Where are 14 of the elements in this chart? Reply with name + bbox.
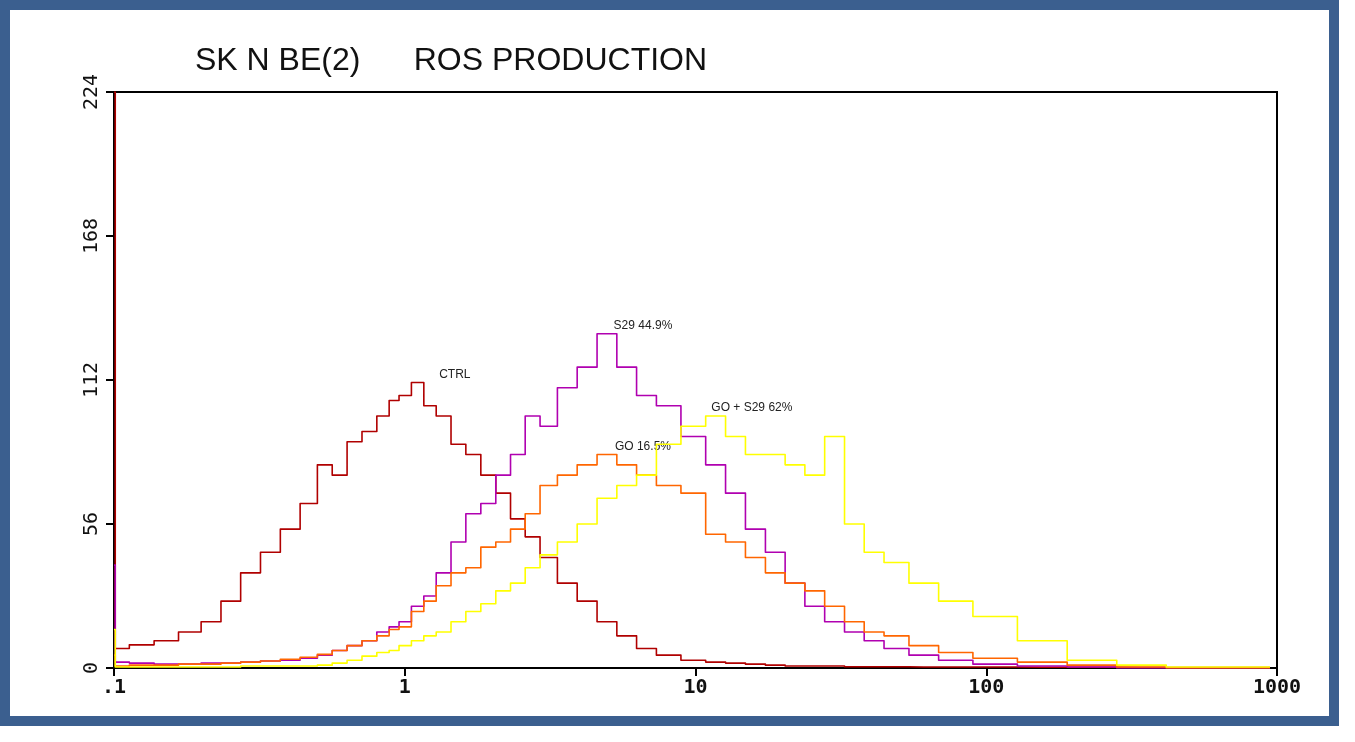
x-tick-label: 1 <box>398 674 411 698</box>
x-tick-label: 10 <box>683 674 708 698</box>
series-label: S29 44.9% <box>613 317 673 332</box>
y-tick-label: 56 <box>78 511 102 537</box>
y-tick-label: 0 <box>78 661 102 675</box>
y-tick-label: 168 <box>78 217 102 255</box>
chart-title: SK N BE(2) ROS PRODUCTION <box>195 41 708 77</box>
x-tick-label: 1000 <box>1252 674 1302 698</box>
x-tick-label: .1 <box>101 674 127 698</box>
x-tick-label: 100 <box>968 674 1005 698</box>
y-tick-label: 112 <box>78 361 102 399</box>
series-label: CTRL <box>439 366 471 381</box>
series-label: GO + S29 62% <box>711 400 793 414</box>
y-tick-label: 224 <box>78 73 102 111</box>
